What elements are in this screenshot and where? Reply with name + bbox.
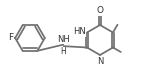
Text: N: N xyxy=(97,57,103,66)
Text: HN: HN xyxy=(73,27,86,37)
Text: O: O xyxy=(97,6,104,15)
Text: NH: NH xyxy=(57,35,70,44)
Text: H: H xyxy=(60,47,66,56)
Text: F: F xyxy=(8,34,13,43)
